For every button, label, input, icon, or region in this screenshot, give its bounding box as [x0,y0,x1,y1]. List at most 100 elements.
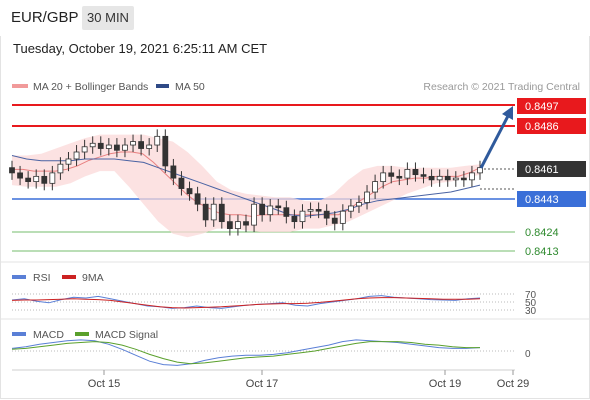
candle-bull [364,191,370,203]
legend-macd-swatch [12,332,26,336]
candle-bear [138,141,145,149]
candle-bear [218,203,225,223]
candle-bear [275,205,282,209]
legend-ma50-swatch [156,84,169,88]
candle-bear [259,203,266,216]
candle-bear [17,172,23,179]
candle-bear [323,210,330,219]
candle-bull [452,177,459,181]
candle-bull [299,210,306,223]
level-label-0.8486: 0.8486 [525,121,559,133]
candle-bear [291,216,298,223]
candle-bear [283,207,290,217]
datetime-label: Tuesday, October 19, 2021 6:25:11 AM CET [13,41,268,56]
candle-bull [235,221,241,229]
candle-bear [243,221,249,226]
candle-bull [65,158,72,165]
candle-bull [347,205,354,212]
candle-bull [105,144,112,149]
candle-bear [420,174,427,177]
candle-bear [113,144,120,151]
candle-bear [194,193,201,205]
rsi-lines [11,295,481,309]
candle-bear [97,142,104,149]
rsi-ma-line [11,297,481,309]
x-label-oct15: Oct 15 [88,378,120,390]
candle-bull [307,209,314,212]
candle-bear [162,135,169,167]
level-badge-0.8486 [517,118,586,134]
candle-bull [33,175,40,182]
candle-bear [315,209,322,212]
rsi-tick-50: 50 [525,298,537,309]
candle-bear [170,165,177,179]
candle-bull [436,175,443,181]
legend-macd-signal-label: MACD Signal [95,329,158,341]
candle-bear [396,175,403,179]
candle-bull [154,135,161,146]
candle-bear [226,221,233,229]
legend-9ma-swatch [62,275,76,279]
candle-bear [412,169,419,176]
candle-bull [267,205,274,216]
candle-bull [49,172,56,184]
candle-bull [89,142,96,148]
candle-bull [339,210,346,224]
candle-bear [460,177,467,181]
legend-rsi-label: RSI [33,272,51,284]
legend-macd-label: MACD [33,329,64,341]
candle-bull [251,203,257,226]
macd-signal-line [11,341,480,365]
macd-tick-0: 0 [525,349,531,360]
legend-ma50-label: MA 50 [175,81,205,93]
level-label-0.8497: 0.8497 [525,101,559,113]
level-badge-0.8461 [517,161,586,177]
timeframe-badge[interactable]: 30 MIN [82,6,134,30]
level-label-0.8461: 0.8461 [525,164,559,176]
candle-bear [186,188,193,195]
level-label-0.8424: 0.8424 [525,227,559,239]
candle-bull [81,146,88,153]
candlesticks [9,129,483,236]
candle-bull [372,181,379,193]
x-label-oct19: Oct 19 [429,378,461,390]
level-label-0.8443: 0.8443 [525,194,559,206]
rsi-tick-30: 30 [525,306,537,317]
candle-bull [146,144,153,149]
candle-bull [404,169,411,179]
candle-bear [444,175,451,181]
legend-9ma-label: 9MA [82,272,104,284]
level-badge-0.8497 [517,98,586,114]
candle-bear [41,175,48,184]
candle-bull [380,172,387,182]
candle-bull [130,141,136,146]
candle-bear [388,172,395,177]
candle-bull [73,151,80,160]
candle-bull [122,144,128,151]
rsi-tick-70: 70 [525,290,537,301]
symbol-label: EUR/GBP [11,9,79,26]
candle-bear [428,175,435,181]
macd-lines [11,339,481,366]
ma50-line [11,155,481,217]
legend-ma20-label: MA 20 + Bollinger Bands [33,81,148,93]
copyright-label: Research © 2021 Trading Central [423,81,580,93]
level-label-0.8413: 0.8413 [525,246,559,258]
candle-bull [477,167,483,174]
candle-bull [57,163,64,174]
legend-ma20-swatch [12,84,28,88]
candle-bull [469,172,475,181]
candle-bull [210,203,217,221]
chart-header: EUR/GBP 30 MIN [0,0,590,36]
candle-bear [178,177,185,189]
candle-bear [9,167,15,174]
x-label-oct29: Oct 29 [497,378,529,390]
candle-bear [202,203,209,221]
candle-bear [331,217,338,224]
legend-rsi-swatch [12,275,26,279]
forecast-arrow-shaft [479,115,510,169]
level-badge-0.8443 [517,191,586,207]
forecast-arrow-head [502,106,513,120]
x-label-oct17: Oct 17 [246,378,278,390]
